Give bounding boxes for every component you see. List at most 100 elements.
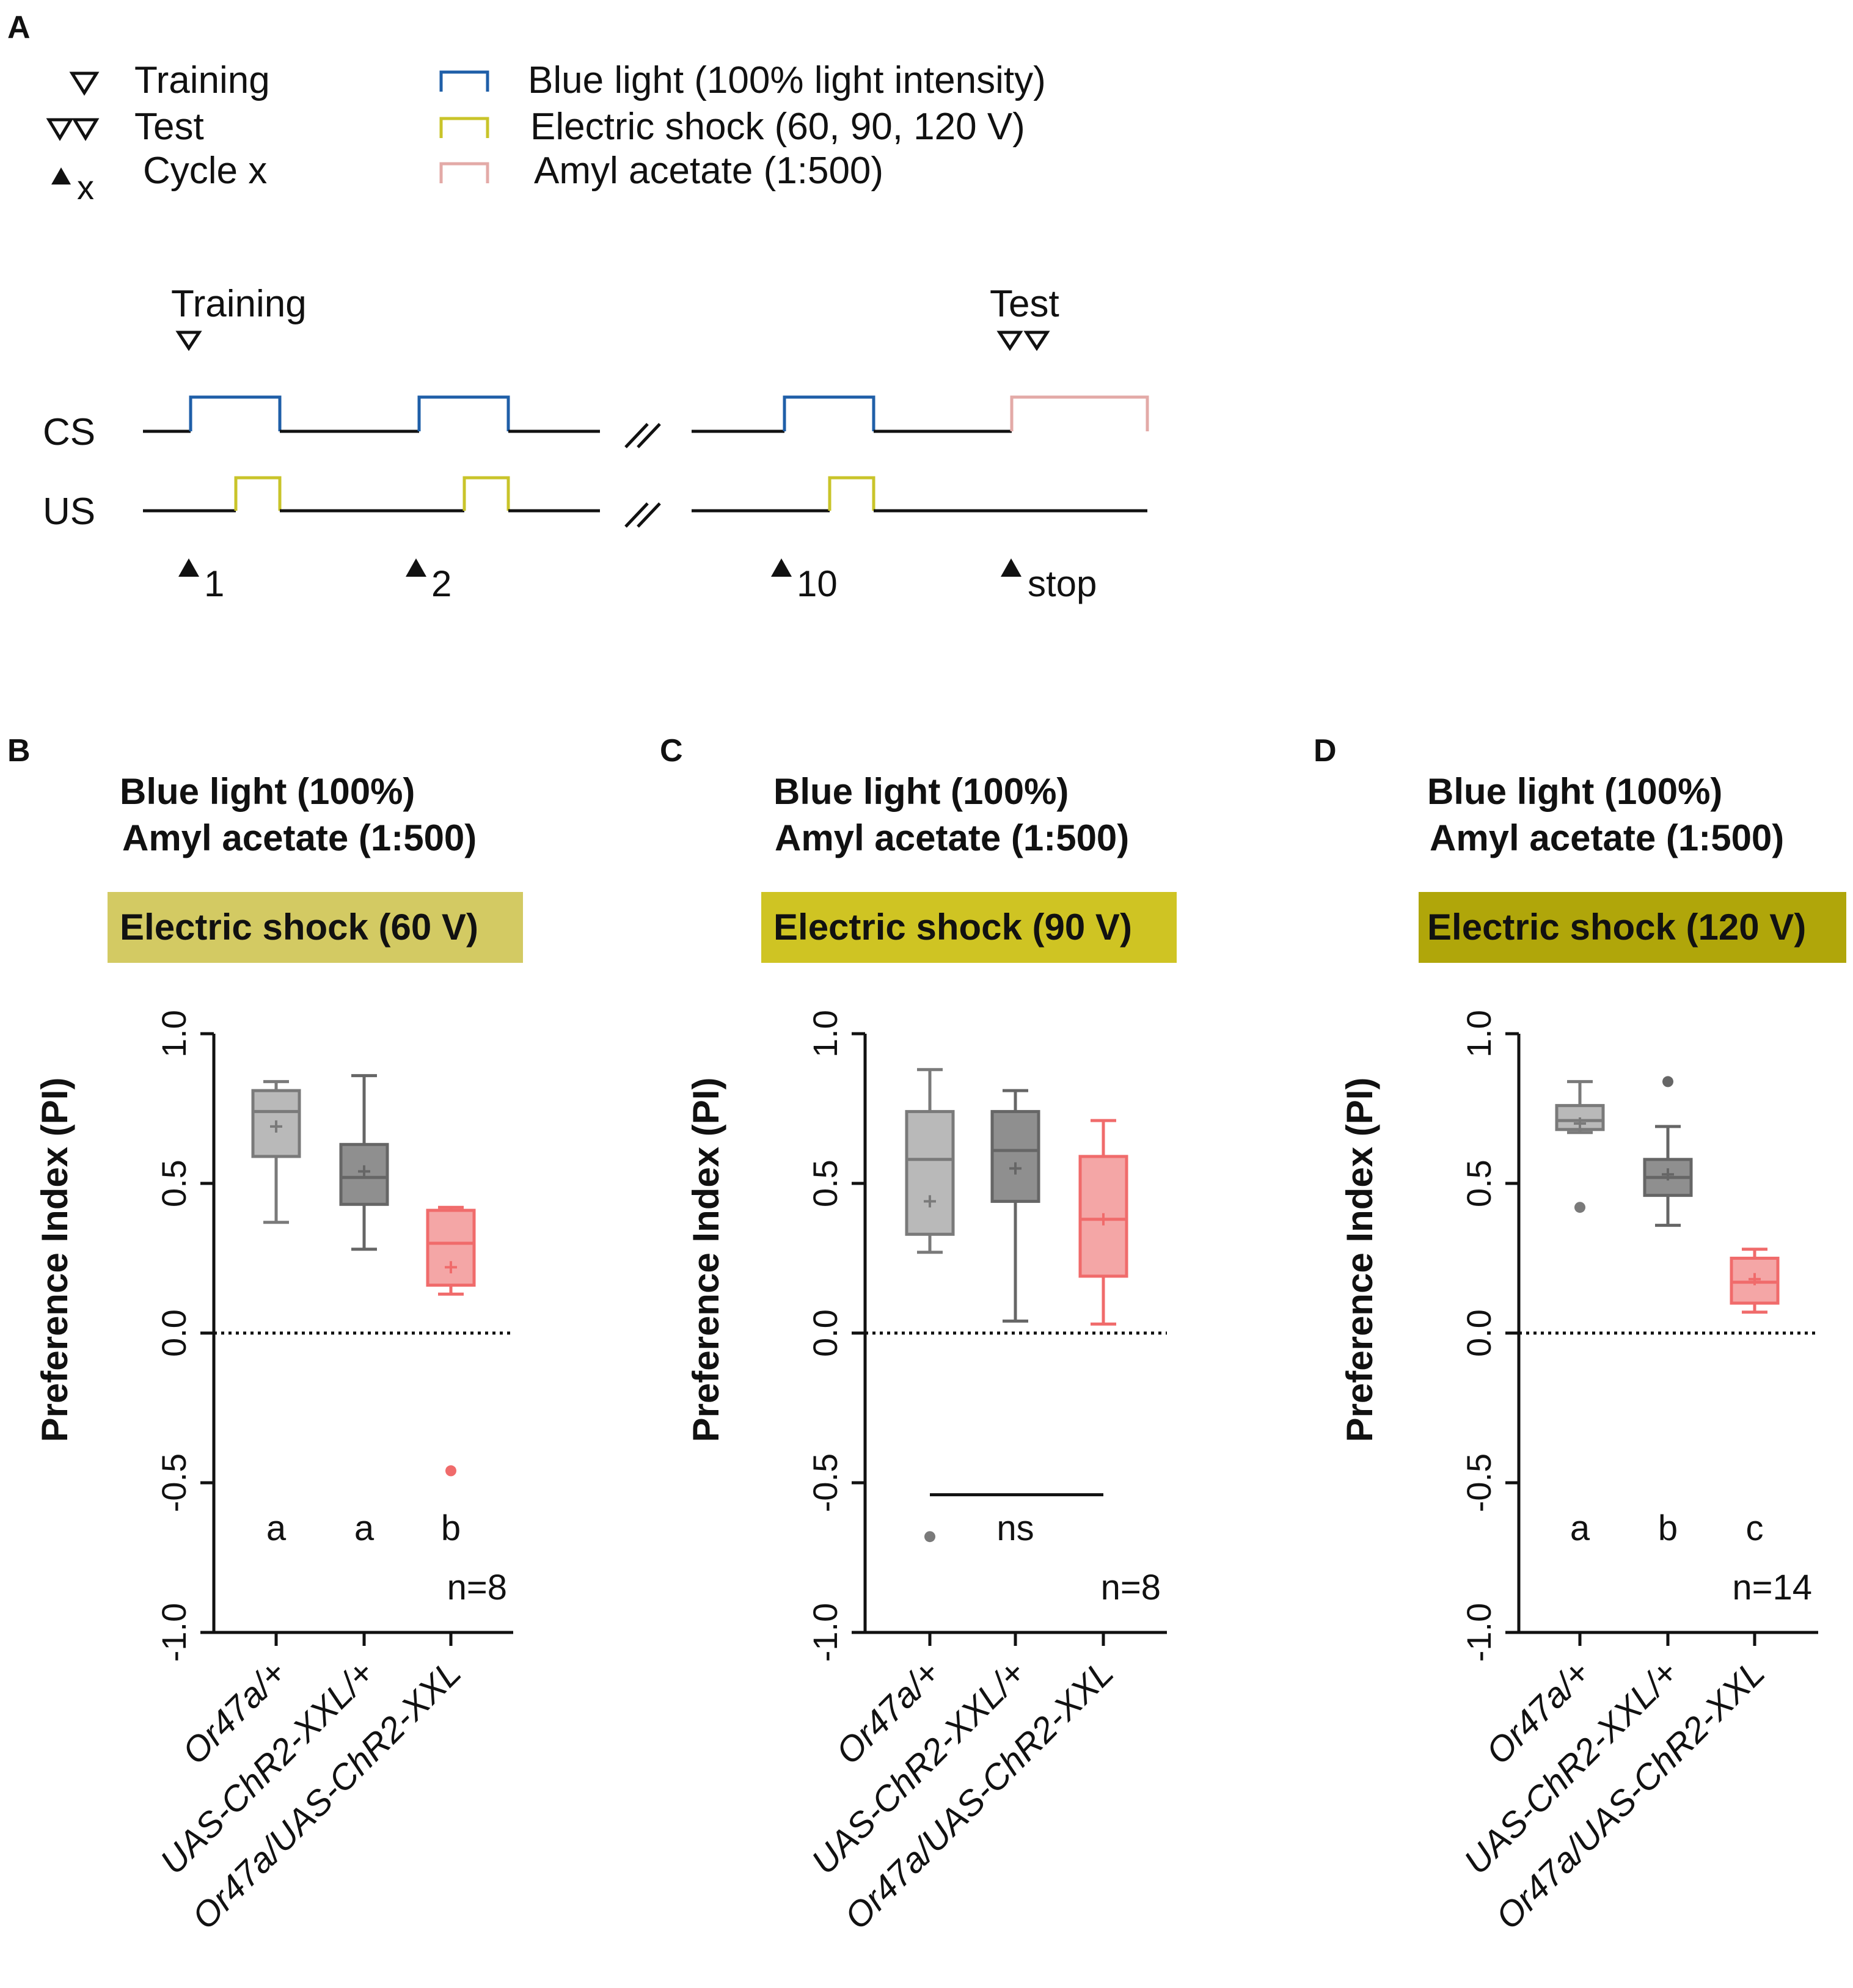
y-tick-label: 1.0 [806,1010,844,1058]
legend-cycle-label: Cycle x [143,150,267,192]
legend-training: Training [69,59,270,101]
shock-header-box [1419,892,1846,963]
cycle-label: 10 [797,563,838,604]
open-triangle-icon [71,118,100,141]
y-tick-label: 1.0 [1460,1010,1498,1058]
mean-marker [1097,1213,1109,1226]
filled-triangle-icon [406,558,426,577]
legend-amyl-acetate-label: Amyl acetate (1:500) [534,150,883,192]
panel-title-line2: Amyl acetate (1:500) [775,817,1129,858]
shock-header-box [108,892,523,963]
cs-blue-pulse [417,395,510,431]
y-tick-label: -1.0 [155,1603,193,1662]
y-tick-label: 0.5 [1460,1160,1498,1207]
cs-trace [143,395,1149,433]
legend-blue-light-label: Blue light (100% light intensity) [528,59,1046,101]
y-tick-label: 0.0 [1460,1309,1498,1357]
open-triangle-icon [175,331,202,351]
axis-break-marks [624,423,661,528]
panel-b: B Blue light (100%) Amyl acetate (1:500)… [7,733,523,1937]
mean-marker [358,1165,370,1178]
box-1 [905,1068,955,1543]
legend-amyl-acetate: Amyl acetate (1:500) [439,150,883,192]
shock-header-label: Electric shock (120 V) [1427,907,1806,948]
y-tick-label: 1.0 [155,1010,193,1058]
us-label: US [43,491,95,533]
significance-letter: b [1658,1508,1678,1548]
y-tick-label: -0.5 [806,1453,844,1513]
protocol-training-label: Training [171,283,307,325]
box-3 [1078,1119,1128,1326]
mean-marker [1009,1162,1022,1175]
iqr-box [905,1109,955,1236]
y-tick-label: 0.0 [806,1309,844,1357]
yellow-pulse-icon [439,117,489,138]
y-axis-label: Preference Index (PI) [685,1078,726,1442]
protocol-test-label: Test [990,283,1059,325]
panel-title-line2: Amyl acetate (1:500) [122,817,477,858]
iqr-box [1078,1155,1128,1278]
cs-blue-pulse [783,395,875,431]
mean-marker [1662,1168,1674,1181]
iqr-box [426,1208,476,1287]
mean-marker [270,1120,282,1133]
cs-blue-pulse [189,395,282,431]
legend-electric-shock: Electric shock (60, 90, 120 V) [439,106,1025,148]
panel-c: C Blue light (100%) Amyl acetate (1:500)… [660,733,1177,1937]
panel-d: D Blue light (100%) Amyl acetate (1:500)… [1314,733,1846,1937]
significance-letter: a [1570,1508,1590,1548]
mean-marker [1749,1273,1761,1285]
box-2 [990,1089,1040,1323]
mean-marker [1574,1117,1586,1130]
us-shock-pulse [462,476,510,511]
legend-electric-shock-label: Electric shock (60, 90, 120 V) [530,106,1025,148]
us-shock-pulse [234,476,282,511]
box-3 [1730,1248,1780,1314]
panel-label-d: D [1314,733,1337,769]
sample-size-label: n=8 [447,1568,507,1607]
y-axis-label: Preference Index (PI) [34,1078,75,1442]
panel-title-line1: Blue light (100%) [1427,771,1722,812]
open-triangle-icon [1023,331,1050,351]
pink-pulse-icon [439,162,489,183]
us-shock-pulse [828,476,875,511]
cs-label: CS [43,411,95,453]
panel-title-line1: Blue light (100%) [120,771,415,812]
mean-marker [924,1195,936,1208]
outlier-point [924,1531,935,1543]
legend-training-label: Training [134,59,270,101]
outlier-point [1662,1076,1673,1087]
panel-label-c: C [660,733,683,769]
open-triangle-icon [996,331,1023,351]
panel-title-line2: Amyl acetate (1:500) [1430,817,1784,858]
box-2 [1643,1076,1693,1227]
shock-header-box [761,892,1177,963]
y-axis-label: Preference Index (PI) [1339,1078,1380,1442]
y-tick-label: -1.0 [806,1603,844,1662]
y-tick-label: -1.0 [1460,1603,1498,1662]
shock-header-label: Electric shock (90 V) [773,907,1132,948]
shock-header-label: Electric shock (60 V) [120,907,478,948]
significance-letter: a [354,1508,375,1548]
legend-test-label: Test [134,106,204,148]
mean-marker [445,1261,457,1274]
open-triangle-icon [69,71,100,96]
significance-ns-label: ns [996,1508,1034,1548]
filled-triangle-icon [1001,558,1022,577]
legend-cycle: x Cycle x [51,150,267,206]
cycle-label: stop [1028,563,1097,604]
y-tick-label: -0.5 [1460,1453,1498,1513]
cycle-label: 2 [431,563,451,604]
cycle-label: 1 [204,563,224,604]
y-tick-label: 0.0 [155,1309,193,1357]
open-triangle-icon [46,118,74,141]
outlier-point [445,1465,456,1477]
cycle-markers: 1 2 10 stop [178,558,1097,604]
legend-cycle-marker: x [77,168,94,206]
box-1 [251,1080,301,1224]
legend-blue-light: Blue light (100% light intensity) [439,59,1046,101]
